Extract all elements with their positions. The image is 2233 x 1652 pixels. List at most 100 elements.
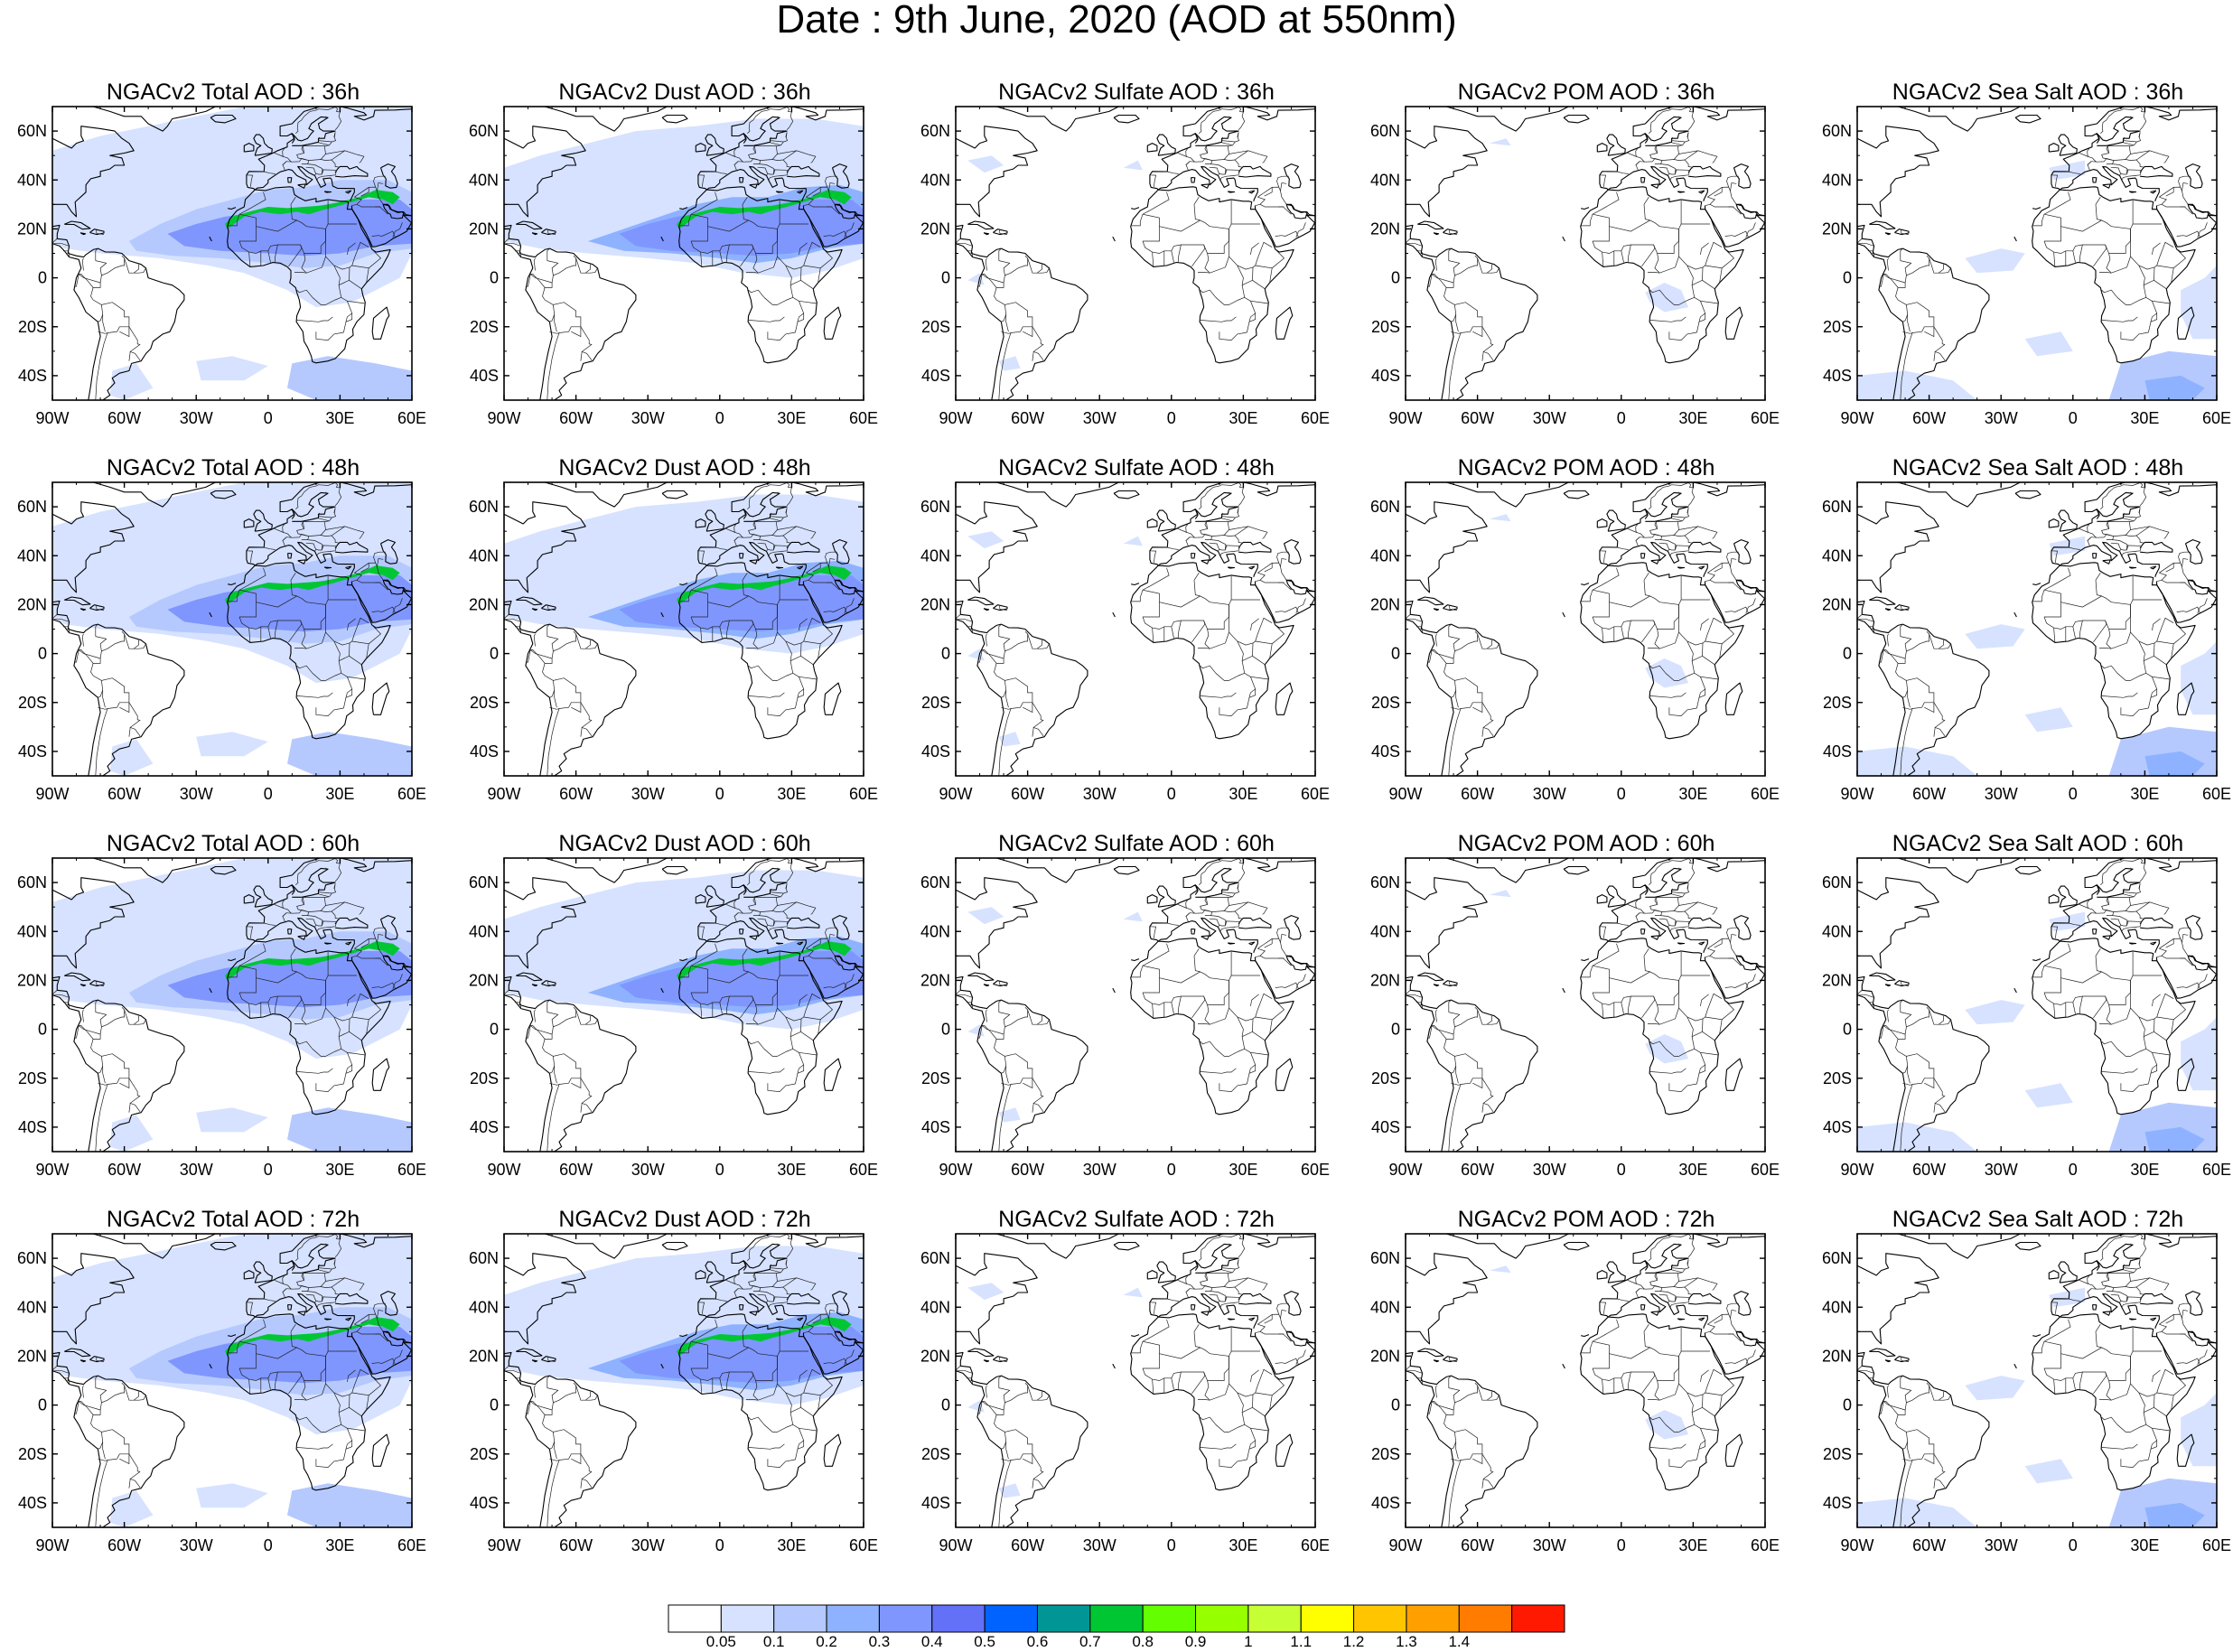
lat-tick-label: 40N: [920, 922, 950, 940]
aod-region: [287, 732, 412, 776]
lon-tick-label: 90W: [939, 785, 972, 803]
lon-tick-label: 90W: [35, 1536, 69, 1554]
lat-tick-label: 20S: [1371, 694, 1400, 712]
aod-region: [1965, 1000, 2025, 1025]
lon-tick-label: 90W: [487, 409, 520, 427]
lat-tick-label: 60N: [1822, 498, 1852, 516]
colorbar-label: 0.5: [974, 1633, 995, 1650]
lat-tick-label: 20N: [1370, 219, 1400, 238]
lon-tick-label: 30W: [631, 1536, 665, 1554]
lat-tick-label: 40S: [470, 742, 499, 761]
lat-tick-label: 0: [1843, 1021, 1852, 1039]
lat-tick-label: 0: [941, 1396, 950, 1414]
lat-tick-label: 20S: [470, 1445, 499, 1463]
lat-tick-label: 0: [490, 1396, 499, 1414]
lat-tick-label: 20N: [920, 1347, 950, 1365]
lat-tick-label: 20N: [17, 219, 47, 238]
lon-tick-label: 60E: [849, 1536, 878, 1554]
aod-region: [2144, 375, 2205, 400]
lat-tick-label: 40N: [1822, 1298, 1852, 1316]
lon-tick-label: 90W: [35, 409, 69, 427]
lat-tick-label: 20N: [1822, 595, 1852, 613]
lon-tick-label: 60E: [1751, 1161, 1780, 1179]
lon-tick-label: 0: [1167, 409, 1176, 427]
lon-tick-label: 30E: [1229, 1161, 1257, 1179]
aod-region: [1965, 624, 2025, 649]
aod-region: [2049, 911, 2086, 932]
map-panel: NGACv2 Sulfate AOD : 36h 90W 60W 30W 0 30E 60E…: [903, 79, 1355, 441]
lon-tick-label: 60E: [2202, 1536, 2231, 1554]
map-panel: NGACv2 Sulfate AOD : 72h 90W 60W 30W 0 30E 60E…: [903, 1207, 1355, 1568]
lat-tick-label: 40N: [17, 546, 47, 565]
lon-tick-label: 60W: [1011, 409, 1044, 427]
lat-tick-label: 40N: [1370, 922, 1400, 940]
lat-tick-label: 20N: [17, 971, 47, 989]
aod-region: [2024, 1083, 2073, 1108]
aod-region: [1489, 138, 1511, 146]
map-panel: NGACv2 Sea Salt AOD : 60h 90W 60W 30W 0 30E 60…: [1805, 831, 2233, 1192]
lon-tick-label: 0: [264, 785, 273, 803]
map-panel: NGACv2 Sulfate AOD : 60h 90W 60W 30W 0 30E 60E…: [903, 831, 1355, 1192]
lon-tick-label: 30E: [1229, 1536, 1257, 1554]
panel-title: NGACv2 Total AOD : 60h: [106, 831, 360, 856]
lat-tick-label: 60N: [469, 873, 499, 891]
map-panel: NGACv2 Total AOD : 48h 90W 60W 30W 0 30E 60E 60…: [0, 455, 452, 817]
lat-tick-label: 40S: [921, 367, 950, 385]
lon-tick-label: 30W: [1083, 785, 1116, 803]
lon-tick-label: 0: [715, 1536, 724, 1554]
colorbar-swatch: [720, 1604, 775, 1633]
aod-region: [2181, 641, 2217, 715]
lon-tick-label: 30E: [2130, 409, 2159, 427]
lat-tick-label: 0: [38, 645, 47, 663]
lat-tick-label: 0: [1843, 269, 1852, 287]
panel-title: NGACv2 Sea Salt AOD : 48h: [1892, 455, 2184, 481]
panel-title: NGACv2 Total AOD : 48h: [106, 455, 360, 481]
lon-tick-label: 0: [264, 1536, 273, 1554]
lon-tick-label: 30E: [1229, 409, 1257, 427]
lon-tick-label: 30E: [325, 409, 354, 427]
lon-tick-label: 60E: [1751, 409, 1780, 427]
lon-tick-label: 30W: [1533, 1161, 1566, 1179]
lon-tick-label: 30E: [2130, 1161, 2159, 1179]
colorbar-swatch: [931, 1604, 986, 1633]
lat-tick-label: 20N: [1822, 1347, 1852, 1365]
lat-tick-label: 0: [1843, 645, 1852, 663]
aod-region: [196, 1483, 268, 1508]
aod-region: [2049, 536, 2086, 556]
lon-tick-label: 30W: [1985, 1161, 2018, 1179]
colorbar-label: 0.6: [1026, 1633, 1049, 1650]
lon-tick-label: 60E: [849, 1161, 878, 1179]
lon-tick-label: 0: [264, 409, 273, 427]
lat-tick-label: 0: [38, 269, 47, 287]
lat-tick-label: 0: [1391, 1396, 1400, 1414]
lat-tick-label: 40S: [470, 1118, 499, 1136]
lat-tick-label: 0: [490, 1021, 499, 1039]
lon-tick-label: 90W: [35, 785, 69, 803]
lon-tick-label: 90W: [1388, 1161, 1422, 1179]
aod-region: [287, 1107, 412, 1152]
panel-title: NGACv2 Sulfate AOD : 48h: [998, 455, 1275, 481]
panel-title: NGACv2 POM AOD : 60h: [1457, 831, 1715, 856]
aod-map: 90W 60W 30W 0 30E 60E 60N 40N 20N 0 20S 40S: [469, 481, 878, 803]
lat-tick-label: 40N: [920, 1298, 950, 1316]
lat-tick-label: 0: [1391, 645, 1400, 663]
map-panel: NGACv2 Total AOD : 36h 90W 60W 30W 0 30E 60E 60…: [0, 79, 452, 441]
lon-tick-label: 60E: [2202, 1161, 2231, 1179]
lon-tick-label: 90W: [487, 1536, 520, 1554]
aod-region: [167, 1326, 412, 1384]
aod-region: [1123, 1287, 1143, 1298]
colorbar-swatch: [1036, 1604, 1091, 1633]
aod-region: [1123, 536, 1143, 546]
lat-tick-label: 20N: [1822, 219, 1852, 238]
aod-region: [196, 1107, 268, 1133]
lat-tick-label: 60N: [1822, 1249, 1852, 1267]
colorbar-swatch: [826, 1604, 880, 1633]
aod-region: [287, 1483, 412, 1527]
lat-tick-label: 40S: [1823, 1118, 1852, 1136]
lon-tick-label: 30W: [1985, 409, 2018, 427]
lat-tick-label: 0: [1391, 269, 1400, 287]
aod-region: [225, 941, 400, 981]
aod-region: [225, 1317, 400, 1357]
aod-map: 90W 60W 30W 0 30E 60E 60N 40N 20N 0 20S 40S: [920, 1233, 1330, 1554]
aod-region: [967, 1283, 1004, 1301]
